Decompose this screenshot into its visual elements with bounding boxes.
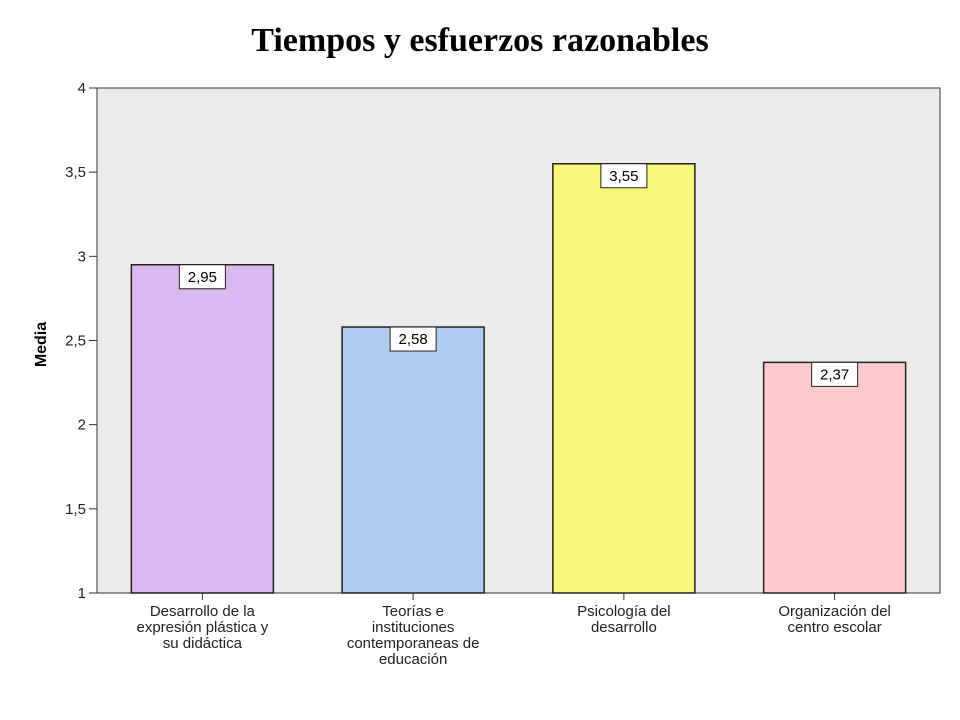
y-axis: 1 1,5 2 2,5 3 3,5 4 [65,80,97,602]
y-tick-label: 3 [78,248,86,265]
y-tick-label: 2 [78,417,86,434]
data-label: 3,55 [609,168,638,185]
y-tick-label: 3,5 [65,164,86,181]
data-label-box [811,361,859,387]
bar [130,264,275,594]
x-axis-labels: Desarrollo de la expresión plástica y su d… [137,593,891,668]
bar [341,326,485,594]
x-tick-label: Desarrollo de la expresión plástica y su d… [137,603,269,652]
y-tick-label: 1 [78,585,86,602]
data-label-box [389,326,437,352]
x-tick-label: Teorías e instituciones contemporaneas de e… [347,603,480,668]
bar [762,361,907,594]
y-axis-title: Media [33,322,50,367]
bar [552,163,696,594]
bars: 2,95 2,58 3,55 2,37 [130,163,907,594]
data-label: 2,58 [399,331,428,348]
data-label-box [178,264,226,290]
chart-title: Tiempos y esfuerzos razonables [251,22,709,59]
y-tick-label: 4 [78,80,86,97]
y-tick-label: 1,5 [65,501,86,518]
data-label: 2,37 [820,366,849,383]
data-label: 2,95 [188,269,217,286]
data-label-box [600,163,648,189]
x-tick-label: Organización del centro escolar [778,603,891,636]
x-tick-label: Psicología del desarrollo [577,603,670,636]
y-tick-label: 2,5 [65,333,86,350]
